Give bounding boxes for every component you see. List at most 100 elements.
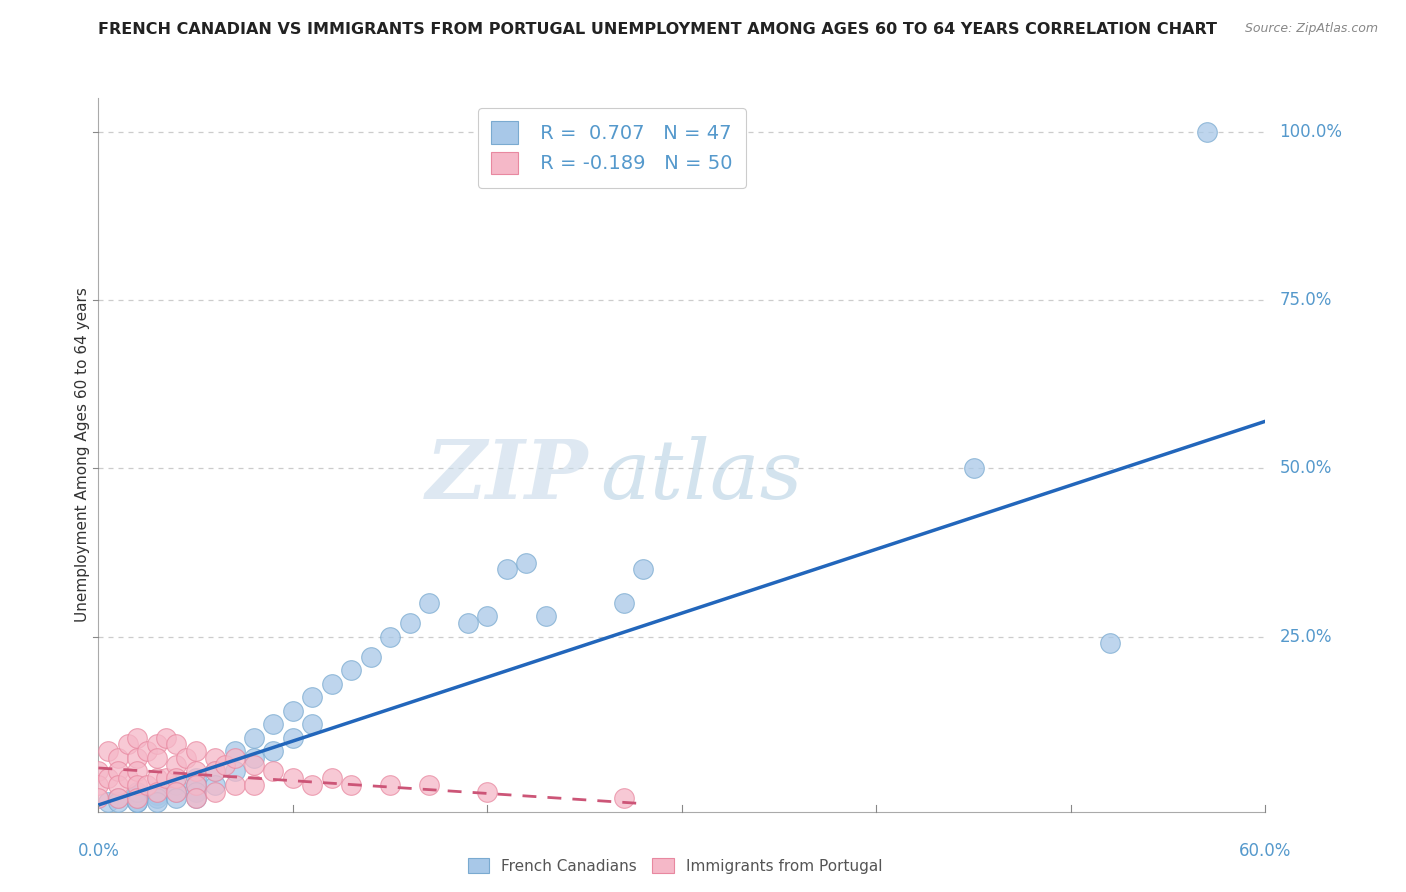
Point [97, 795, 120, 809]
Point [165, 784, 187, 798]
Text: 60.0%: 60.0% [1239, 842, 1292, 860]
Point [418, 778, 440, 792]
Point [224, 744, 246, 758]
Point [204, 778, 226, 792]
Point [146, 788, 169, 802]
Point [117, 771, 139, 785]
Point [631, 562, 654, 576]
Point [127, 751, 149, 765]
Point [184, 791, 207, 805]
Point [1195, 125, 1218, 139]
Point [281, 731, 304, 745]
Point [184, 778, 207, 792]
Point [107, 751, 129, 765]
Text: 0.0%: 0.0% [77, 842, 120, 860]
Point [184, 778, 207, 792]
Point [97, 744, 120, 758]
Point [87, 791, 110, 805]
Point [321, 771, 343, 785]
Point [146, 791, 169, 805]
Point [224, 764, 246, 779]
Point [127, 764, 149, 779]
Point [184, 784, 207, 798]
Point [495, 562, 517, 576]
Point [1098, 636, 1121, 650]
Point [204, 784, 226, 798]
Point [155, 771, 177, 785]
Point [107, 791, 129, 805]
Point [155, 731, 177, 745]
Legend:  R =  0.707   N = 47,  R = -0.189   N = 50: R = 0.707 N = 47, R = -0.189 N = 50 [478, 108, 747, 187]
Point [165, 778, 187, 792]
Point [515, 556, 537, 570]
Point [398, 616, 420, 631]
Point [360, 649, 382, 664]
Point [127, 791, 149, 805]
Point [107, 764, 129, 779]
Text: FRENCH CANADIAN VS IMMIGRANTS FROM PORTUGAL UNEMPLOYMENT AMONG AGES 60 TO 64 YEA: FRENCH CANADIAN VS IMMIGRANTS FROM PORTU… [98, 22, 1218, 37]
Point [214, 757, 236, 772]
Point [136, 744, 159, 758]
Point [117, 738, 139, 752]
Point [204, 751, 226, 765]
Point [165, 791, 187, 805]
Point [127, 791, 149, 805]
Point [262, 764, 284, 779]
Point [378, 630, 402, 644]
Text: ZIP: ZIP [426, 436, 589, 516]
Point [107, 791, 129, 805]
Point [127, 778, 149, 792]
Text: 25.0%: 25.0% [1279, 628, 1331, 646]
Text: atlas: atlas [600, 436, 803, 516]
Point [378, 778, 402, 792]
Point [340, 778, 363, 792]
Point [612, 596, 634, 610]
Point [262, 717, 284, 731]
Point [243, 731, 266, 745]
Point [127, 795, 149, 809]
Point [87, 764, 110, 779]
Point [127, 795, 149, 809]
Point [146, 738, 169, 752]
Point [281, 704, 304, 718]
Point [146, 795, 169, 809]
Y-axis label: Unemployment Among Ages 60 to 64 years: Unemployment Among Ages 60 to 64 years [75, 287, 90, 623]
Point [477, 784, 499, 798]
Point [262, 744, 284, 758]
Point [165, 757, 187, 772]
Point [418, 596, 440, 610]
Point [534, 609, 557, 624]
Text: 75.0%: 75.0% [1279, 291, 1331, 310]
Point [146, 771, 169, 785]
Point [457, 616, 479, 631]
Point [146, 751, 169, 765]
Point [107, 795, 129, 809]
Text: 50.0%: 50.0% [1279, 459, 1331, 477]
Point [204, 764, 226, 779]
Point [281, 771, 304, 785]
Text: 100.0%: 100.0% [1279, 123, 1343, 141]
Point [146, 784, 169, 798]
Point [224, 751, 246, 765]
Point [127, 784, 149, 798]
Point [340, 664, 363, 678]
Point [184, 791, 207, 805]
Point [321, 677, 343, 691]
Point [174, 751, 197, 765]
Point [301, 717, 323, 731]
Point [107, 778, 129, 792]
Point [136, 778, 159, 792]
Point [127, 731, 149, 745]
Point [165, 784, 187, 798]
Point [962, 461, 984, 475]
Point [87, 778, 110, 792]
Point [612, 791, 634, 805]
Point [146, 784, 169, 798]
Point [127, 788, 149, 802]
Point [165, 771, 187, 785]
Point [243, 751, 266, 765]
Point [184, 744, 207, 758]
Point [301, 778, 323, 792]
Point [243, 778, 266, 792]
Point [477, 609, 499, 624]
